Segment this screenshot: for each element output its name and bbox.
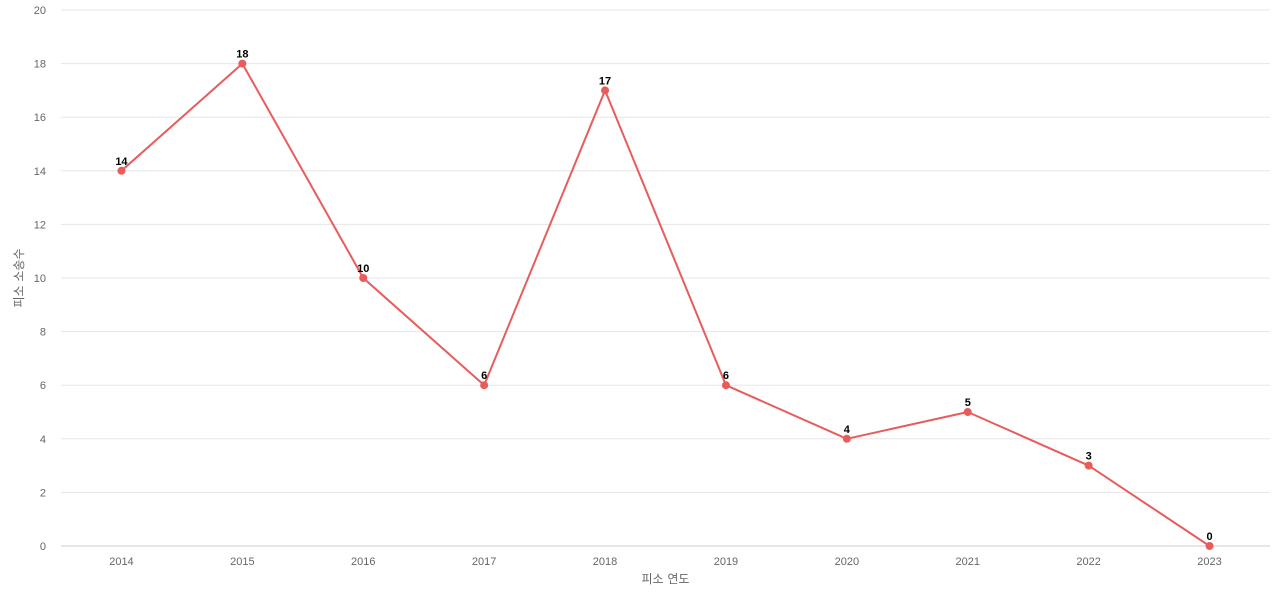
data-label: 0 <box>1206 531 1212 543</box>
data-label: 18 <box>236 49 248 61</box>
data-label: 4 <box>844 424 851 436</box>
y-axis-title: 피소 소송수 <box>12 248 26 307</box>
data-point[interactable] <box>1205 542 1214 550</box>
data-point[interactable] <box>842 434 851 443</box>
y-axis-ticks: 0 2 4 6 8 10 12 14 16 18 20 <box>34 5 46 553</box>
y-tick-label: 20 <box>34 5 46 17</box>
data-point[interactable] <box>480 381 489 390</box>
data-point[interactable] <box>359 274 368 282</box>
data-point[interactable] <box>721 381 730 390</box>
y-tick-label: 8 <box>40 327 46 339</box>
y-tick-label: 10 <box>34 273 46 285</box>
y-tick-label: 12 <box>34 219 46 231</box>
data-label: 6 <box>723 370 729 382</box>
y-tick-label: 0 <box>40 541 46 553</box>
data-label: 14 <box>115 156 128 168</box>
data-point[interactable] <box>117 166 126 175</box>
y-tick-label: 2 <box>40 487 46 499</box>
x-tick-label: 2019 <box>714 556 738 568</box>
y-tick-label: 14 <box>34 166 46 178</box>
y-tick-label: 18 <box>34 59 46 71</box>
x-tick-label: 2016 <box>351 556 375 568</box>
x-axis-ticks: 2014 2015 2016 2017 2018 2019 2020 2021 2022 2023 <box>109 556 1222 568</box>
data-label: 10 <box>357 263 369 275</box>
data-point[interactable] <box>1084 461 1093 470</box>
data-label: 6 <box>481 370 487 382</box>
y-tick-label: 16 <box>34 112 46 124</box>
x-tick-label: 2022 <box>1076 556 1100 568</box>
x-tick-label: 2014 <box>109 556 133 568</box>
data-point[interactable] <box>601 86 610 95</box>
series <box>117 59 1214 550</box>
y-tick-label: 4 <box>40 434 46 446</box>
series-line <box>120 62 1211 547</box>
x-axis-title: 피소 연도 <box>642 572 690 586</box>
data-label: 5 <box>965 397 971 409</box>
y-tick-label: 6 <box>40 380 46 392</box>
x-tick-label: 2021 <box>956 556 980 568</box>
x-tick-label: 2023 <box>1197 556 1221 568</box>
x-tick-label: 2020 <box>835 556 859 568</box>
x-tick-label: 2018 <box>593 556 617 568</box>
data-label: 17 <box>599 75 611 87</box>
x-tick-label: 2017 <box>472 556 496 568</box>
x-tick-label: 2015 <box>230 556 254 568</box>
data-point[interactable] <box>963 408 972 416</box>
data-point[interactable] <box>238 59 247 68</box>
data-label: 3 <box>1086 451 1092 463</box>
grid <box>61 9 1270 493</box>
data-labels: 14 18 10 6 17 6 4 5 3 0 <box>115 49 1212 543</box>
